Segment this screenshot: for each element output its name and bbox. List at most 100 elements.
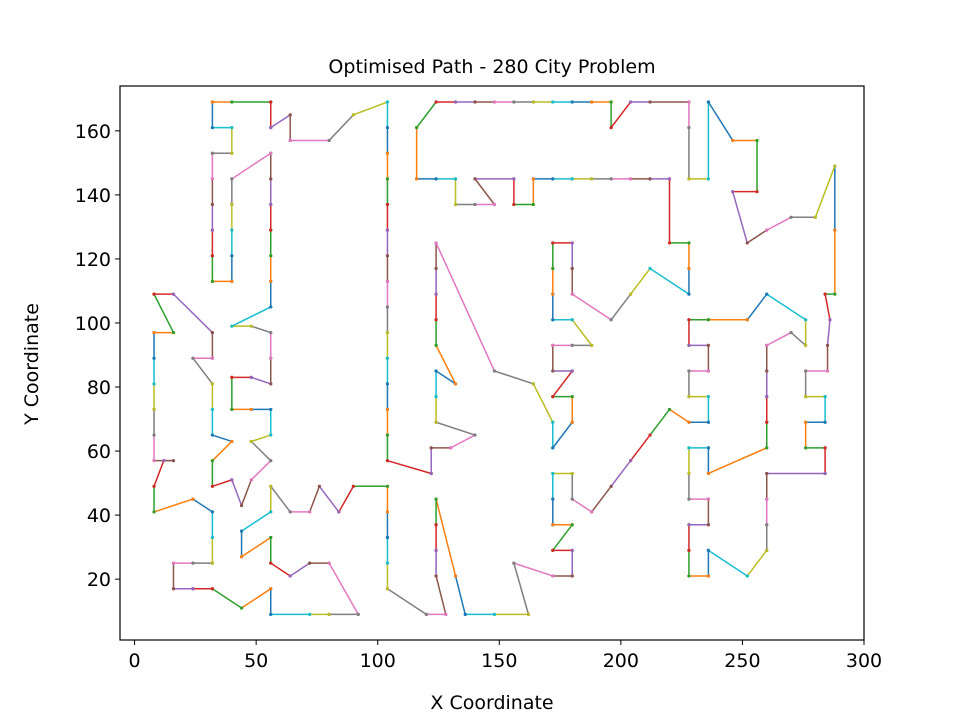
city-point [453, 202, 458, 207]
path-segment [746, 229, 768, 244]
path-segment [192, 357, 214, 385]
path-segment [765, 216, 792, 231]
city-point [463, 612, 467, 616]
city-point [551, 395, 555, 399]
city-point [570, 471, 574, 476]
city-point [230, 177, 234, 181]
city-point [492, 369, 497, 373]
city-point [249, 478, 253, 482]
city-point [687, 548, 691, 552]
y-axis-ticks: 20 40 60 80 100 120 140 160 [75, 121, 120, 591]
city-point [765, 228, 769, 232]
city-point [570, 292, 574, 296]
path-segment [668, 408, 690, 423]
city-point [492, 100, 497, 104]
city-point [590, 177, 594, 181]
path-segment [250, 376, 272, 385]
city-point [648, 177, 652, 181]
city-point [210, 279, 214, 283]
city-point [415, 126, 419, 130]
path-segment [435, 370, 457, 385]
city-point [191, 587, 195, 591]
city-point [551, 523, 555, 527]
path-segment [610, 293, 632, 321]
city-point [492, 202, 497, 207]
city-point [813, 215, 817, 219]
city-point [385, 433, 390, 437]
path-segment [435, 575, 447, 616]
city-point [449, 446, 453, 450]
city-point [570, 177, 574, 181]
city-point [171, 459, 176, 463]
city-point [308, 510, 312, 514]
city-point [804, 343, 808, 347]
path-segment [240, 511, 272, 532]
city-point [210, 177, 214, 181]
path-segment [629, 434, 651, 462]
city-point [385, 587, 390, 591]
city-point [162, 459, 166, 463]
path-segment [513, 562, 554, 577]
path-segment [153, 498, 194, 513]
city-point [833, 292, 837, 296]
path-segment [746, 549, 768, 577]
city-point [570, 241, 574, 245]
city-point [385, 382, 390, 386]
city-point [210, 100, 214, 104]
city-point [706, 369, 710, 373]
city-point [385, 561, 390, 565]
city-point [429, 446, 433, 450]
city-point [269, 279, 273, 283]
city-point [765, 446, 769, 450]
path-segment [386, 459, 432, 475]
path-segment [269, 114, 291, 129]
city-point [308, 561, 312, 565]
city-point [687, 369, 691, 373]
city-point [385, 330, 390, 335]
city-point [385, 305, 390, 309]
city-point [570, 574, 574, 578]
city-point [825, 369, 830, 373]
city-point [706, 318, 710, 322]
city-point [269, 459, 273, 463]
path-segment [826, 319, 831, 347]
city-point [444, 612, 448, 616]
city-point [551, 266, 555, 271]
city-point [551, 548, 555, 552]
city-point [804, 395, 808, 399]
city-point [687, 241, 691, 245]
city-point [210, 587, 214, 591]
city-point [152, 433, 156, 437]
path-segment [649, 267, 690, 295]
city-point [210, 407, 214, 412]
path-segment [571, 293, 612, 321]
city-point [385, 126, 390, 130]
path-segment [649, 408, 671, 436]
city-point [191, 497, 195, 501]
path-segments [153, 101, 836, 616]
city-point [453, 382, 458, 386]
city-point [512, 177, 516, 181]
city-point [570, 548, 574, 552]
city-point [434, 292, 438, 296]
city-point [609, 484, 613, 488]
city-point [609, 126, 613, 130]
city-point [385, 484, 390, 488]
city-point [609, 318, 613, 322]
city-point [269, 177, 273, 181]
city-point [327, 138, 331, 143]
city-point [492, 612, 497, 616]
city-point [230, 439, 234, 444]
city-point [210, 330, 214, 335]
path-segment [513, 562, 530, 616]
city-point [230, 126, 234, 130]
city-point [687, 343, 691, 347]
city-point [269, 535, 273, 540]
city-point [385, 279, 390, 283]
city-point [731, 138, 735, 143]
city-point [789, 330, 793, 335]
city-point [590, 100, 594, 104]
path-segment [765, 293, 807, 321]
city-point [327, 612, 331, 616]
city-point [434, 100, 438, 104]
